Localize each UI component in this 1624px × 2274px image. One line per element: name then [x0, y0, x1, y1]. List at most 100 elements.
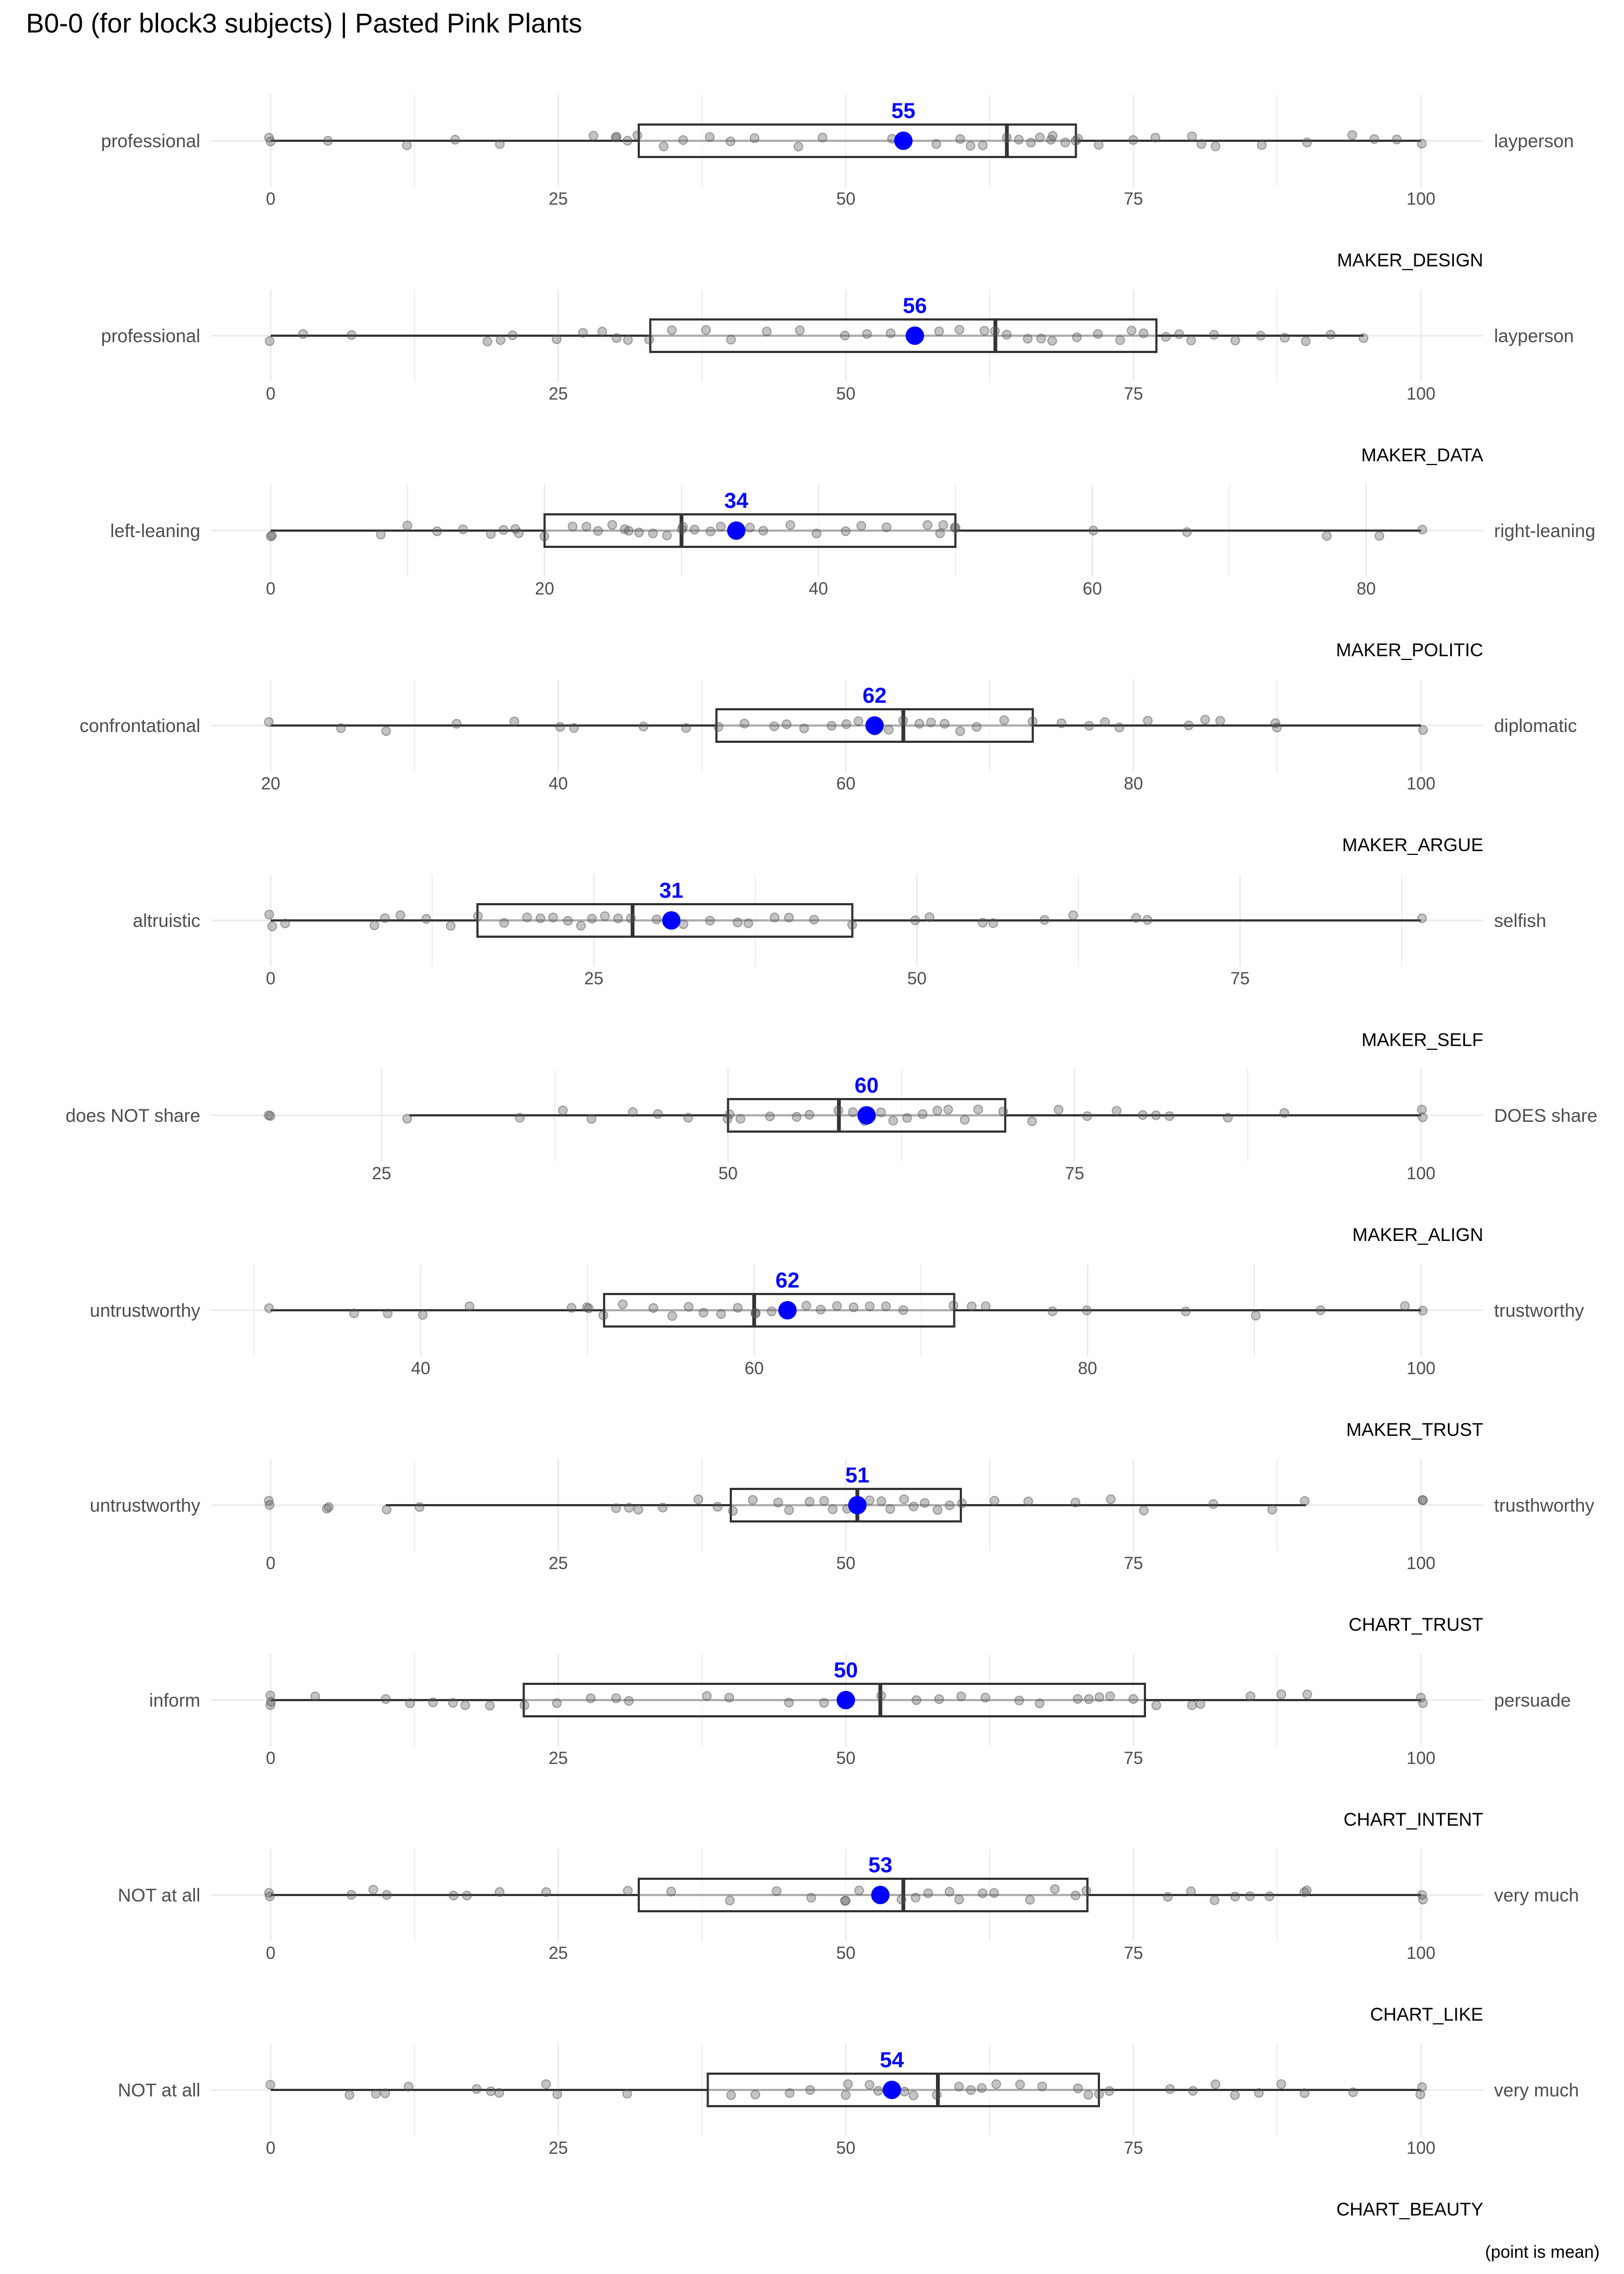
- variable-label: CHART_TRUST: [1348, 1615, 1483, 1635]
- data-point: [662, 530, 672, 540]
- data-point: [848, 1107, 858, 1118]
- data-point: [1302, 138, 1312, 148]
- data-point: [1084, 721, 1095, 731]
- data-point: [804, 1497, 815, 1507]
- data-point: [1302, 1689, 1312, 1700]
- data-point: [369, 920, 379, 931]
- data-point: [555, 722, 565, 732]
- data-point: [922, 520, 933, 530]
- mean-point: [778, 1301, 797, 1319]
- data-point: [769, 721, 780, 731]
- mean-point: [836, 1691, 855, 1709]
- data-point: [991, 2079, 1001, 2089]
- data-point: [1014, 134, 1024, 145]
- data-point: [652, 914, 662, 925]
- data-point: [622, 2089, 632, 2099]
- left-scale-label: does NOT share: [66, 1106, 200, 1126]
- data-point: [1348, 2087, 1358, 2097]
- data-point: [484, 1701, 495, 1711]
- mean-point: [662, 911, 681, 930]
- data-point: [380, 913, 390, 923]
- iqr-box: [638, 1878, 1089, 1912]
- data-point: [758, 526, 768, 536]
- data-point: [819, 1495, 829, 1506]
- data-point: [832, 1301, 842, 1311]
- data-point: [966, 1301, 977, 1311]
- data-point: [1105, 1691, 1115, 1701]
- tick-label: 25: [548, 1943, 568, 1963]
- left-scale-label: altruistic: [133, 911, 200, 931]
- data-point: [771, 1886, 782, 1896]
- variable-label: CHART_INTENT: [1344, 1809, 1483, 1830]
- data-point: [999, 715, 1010, 726]
- data-point: [1230, 335, 1240, 345]
- right-scale-label: persuade: [1494, 1690, 1571, 1711]
- data-point: [681, 723, 691, 733]
- data-point: [885, 1504, 895, 1514]
- data-point: [1027, 1116, 1037, 1126]
- right-scale-label: very much: [1494, 1885, 1579, 1906]
- data-point: [932, 1505, 942, 1515]
- data-point: [1417, 1495, 1427, 1505]
- right-scale-label: layperson: [1494, 131, 1574, 152]
- data-point: [705, 526, 716, 537]
- data-point: [977, 2083, 987, 2093]
- data-point: [1081, 1886, 1091, 1896]
- data-point: [1215, 716, 1226, 726]
- data-point: [380, 2088, 390, 2099]
- data-point: [458, 524, 468, 534]
- data-point: [402, 140, 412, 151]
- tick-label: 40: [411, 1358, 430, 1378]
- data-point: [698, 1308, 709, 1318]
- data-point: [1128, 1694, 1138, 1704]
- data-point: [586, 1693, 596, 1703]
- variable-label: CHART_LIKE: [1370, 2004, 1483, 2025]
- data-point: [876, 1496, 887, 1506]
- tick-label: 25: [548, 1748, 568, 1768]
- data-point: [623, 135, 633, 146]
- tick-label: 50: [836, 2138, 856, 2158]
- data-point: [873, 2086, 883, 2096]
- data-point: [1037, 2081, 1047, 2092]
- data-point: [911, 1695, 921, 1706]
- data-point: [1151, 1700, 1162, 1710]
- data-point: [883, 725, 894, 735]
- data-point: [1082, 1305, 1092, 1316]
- right-scale-label: layperson: [1494, 326, 1574, 347]
- data-point: [499, 918, 509, 928]
- data-point: [1417, 525, 1427, 535]
- data-point: [1208, 1499, 1219, 1509]
- data-point: [344, 2090, 355, 2100]
- tick-label: 60: [1083, 579, 1102, 598]
- data-point: [1142, 914, 1152, 925]
- data-point: [588, 130, 599, 141]
- data-point: [1093, 140, 1104, 150]
- right-scale-label: very much: [1494, 2080, 1579, 2101]
- tick-label: 60: [744, 1358, 764, 1378]
- left-scale-label: inform: [149, 1690, 200, 1711]
- data-point: [1255, 330, 1266, 341]
- data-point: [701, 325, 711, 335]
- data-point: [1246, 1691, 1256, 1701]
- tick-label: 0: [266, 969, 276, 988]
- data-point: [1070, 1890, 1081, 1900]
- data-point: [1015, 2080, 1025, 2090]
- left-scale-label: untrustworthy: [90, 1495, 200, 1516]
- data-point: [918, 1109, 928, 1119]
- data-point: [541, 1887, 551, 1897]
- data-point: [322, 1504, 332, 1514]
- data-point: [1347, 130, 1357, 140]
- tick-label: 50: [836, 1943, 856, 1963]
- data-point: [1100, 717, 1110, 727]
- data-point: [1053, 1105, 1064, 1115]
- tick-label: 75: [1124, 189, 1143, 208]
- variable-label: MAKER_DESIGN: [1337, 250, 1483, 271]
- tick-label: 50: [836, 1748, 856, 1768]
- data-point: [611, 1503, 621, 1513]
- data-point: [1301, 336, 1311, 347]
- mean-label: 62: [862, 684, 887, 708]
- data-point: [748, 1495, 758, 1505]
- right-scale-label: right-leaning: [1494, 521, 1595, 541]
- data-point: [1418, 725, 1428, 735]
